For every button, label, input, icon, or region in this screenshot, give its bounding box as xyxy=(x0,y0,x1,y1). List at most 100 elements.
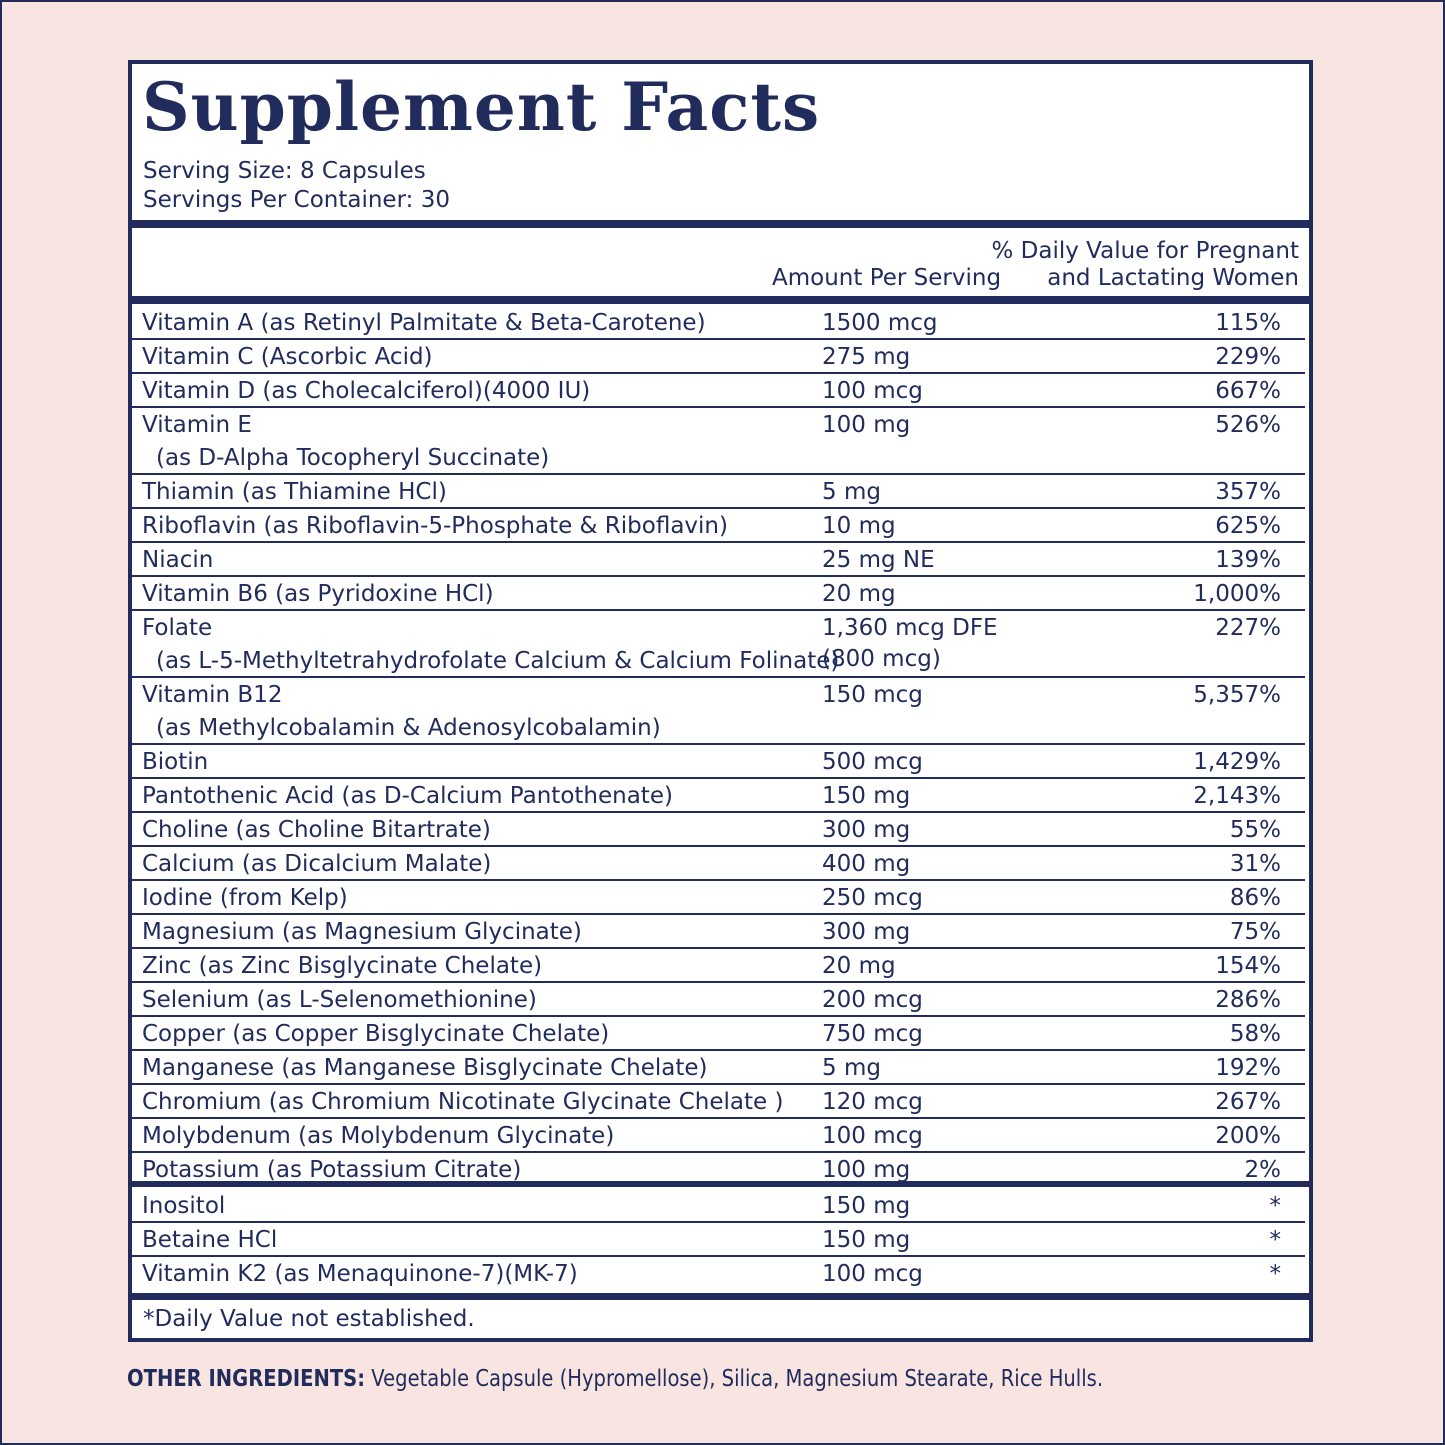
table-row: Vitamin K2 (as Menaquinone-7)(MK-7) 100 m… xyxy=(132,1257,1305,1289)
table-row: Choline (as Choline Bitartrate) 300 mg 55% xyxy=(132,813,1305,847)
amount: 150 mg xyxy=(822,783,911,809)
other-ingredients-text: Vegetable Capsule (Hypromellose), Silica… xyxy=(371,1366,1104,1392)
daily-value: 227% xyxy=(1215,615,1281,641)
table-row: Biotin 500 mcg 1,429% xyxy=(132,745,1305,779)
amount: 750 mcg xyxy=(822,1021,923,1047)
daily-value: 200% xyxy=(1215,1123,1281,1149)
daily-value: 154% xyxy=(1215,953,1281,979)
amount: 150 mcg xyxy=(822,682,923,708)
table-row: Copper (as Copper Bisglycinate Chelate) 7… xyxy=(132,1017,1305,1051)
daily-value: 357% xyxy=(1215,479,1281,505)
daily-value: 55% xyxy=(1229,817,1281,843)
table-row: Vitamin E (as D-Alpha Tocopheryl Succinat… xyxy=(132,408,1305,475)
daily-value: 86% xyxy=(1229,885,1281,911)
other-ingredients: OTHER INGREDIENTS: Vegetable Capsule (Hy… xyxy=(127,1364,1103,1394)
amount: 10 mg xyxy=(822,513,896,539)
nutrient-name: Iodine (from Kelp) xyxy=(142,885,348,911)
table-row: Inositol 150 mg * xyxy=(132,1189,1305,1223)
rule xyxy=(132,1181,1309,1187)
table-row: Selenium (as L-Selenomethionine) 200 mcg 2… xyxy=(132,983,1305,1017)
nutrient-name: Vitamin B12 xyxy=(142,682,283,708)
daily-value: 1,000% xyxy=(1193,581,1281,607)
daily-value: * xyxy=(1269,1193,1282,1219)
amount-header: Amount Per Serving xyxy=(772,265,1002,291)
amount: 1,360 mcg DFE xyxy=(822,615,998,641)
nutrient-name: Vitamin B6 (as Pyridoxine HCl) xyxy=(142,581,494,607)
table-row: Betaine HCl 150 mg * xyxy=(132,1223,1305,1257)
title: Supplement Facts xyxy=(142,68,821,146)
table-row: Molybdenum (as Molybdenum Glycinate) 100 … xyxy=(132,1119,1305,1153)
amount: 100 mg xyxy=(822,412,911,438)
amount: 500 mcg xyxy=(822,749,923,775)
table-row: Magnesium (as Magnesium Glycinate) 300 mg… xyxy=(132,915,1305,949)
nutrient-name: Folate xyxy=(142,615,213,641)
nutrient-name: Selenium (as L-Selenomethionine) xyxy=(142,987,537,1013)
daily-value: 75% xyxy=(1229,919,1281,945)
amount: 100 mcg xyxy=(822,1123,923,1149)
table-row: Iodine (from Kelp) 250 mcg 86% xyxy=(132,881,1305,915)
servings-per-container: Servings Per Container: 30 xyxy=(143,187,450,213)
table-row: Thiamin (as Thiamine HCl) 5 mg 357% xyxy=(132,475,1305,509)
amount: 250 mcg xyxy=(822,885,923,911)
daily-value: 667% xyxy=(1215,378,1281,404)
table-row: Chromium (as Chromium Nicotinate Glycina… xyxy=(132,1085,1305,1119)
nutrient-name: Vitamin K2 (as Menaquinone-7)(MK-7) xyxy=(142,1261,578,1287)
nutrient-name: Zinc (as Zinc Bisglycinate Chelate) xyxy=(142,953,543,979)
amount: 150 mg xyxy=(822,1193,911,1219)
nutrient-name: Pantothenic Acid (as D-Calcium Pantothen… xyxy=(142,783,673,809)
label-box xyxy=(128,60,1313,1342)
table-row: Calcium (as Dicalcium Malate) 400 mg 31% xyxy=(132,847,1305,881)
amount: 100 mcg xyxy=(822,1261,923,1287)
daily-value: 5,357% xyxy=(1193,682,1281,708)
daily-value: 526% xyxy=(1215,412,1281,438)
table-row: Vitamin C (Ascorbic Acid) 275 mg 229% xyxy=(132,340,1305,374)
nutrient-detail: (as L-5-Methyltetrahydrofolate Calcium &… xyxy=(156,648,840,674)
daily-value: 115% xyxy=(1215,310,1281,336)
nutrient-name: Biotin xyxy=(142,749,209,775)
daily-value: 229% xyxy=(1215,344,1281,370)
nutrient-detail: (as D-Alpha Tocopheryl Succinate) xyxy=(156,445,550,471)
daily-value: 139% xyxy=(1215,547,1281,573)
amount: 275 mg xyxy=(822,344,911,370)
serving-size: Serving Size: 8 Capsules xyxy=(143,158,426,184)
nutrient-name: Vitamin A (as Retinyl Palmitate & Beta-C… xyxy=(142,310,706,336)
amount: 300 mg xyxy=(822,817,911,843)
nutrient-name: Manganese (as Manganese Bisglycinate Che… xyxy=(142,1055,708,1081)
nutrient-name: Chromium (as Chromium Nicotinate Glycina… xyxy=(142,1089,784,1115)
nutrient-name: Calcium (as Dicalcium Malate) xyxy=(142,851,492,877)
table-row: Potassium (as Potassium Citrate) 100 mg 2% xyxy=(132,1153,1305,1185)
daily-value: 286% xyxy=(1215,987,1281,1013)
nutrient-name: Molybdenum (as Molybdenum Glycinate) xyxy=(142,1123,615,1149)
amount: 100 mcg xyxy=(822,378,923,404)
amount: 20 mg xyxy=(822,953,896,979)
nutrient-name: Vitamin D (as Cholecalciferol)(4000 IU) xyxy=(142,378,591,404)
nutrient-name: Thiamin (as Thiamine HCl) xyxy=(142,479,447,505)
table-row: Vitamin B12 (as Methylcobalamin & Adenosy… xyxy=(132,678,1305,745)
amount: 400 mg xyxy=(822,851,911,877)
table-row: Zinc (as Zinc Bisglycinate Chelate) 20 mg… xyxy=(132,949,1305,983)
nutrient-name: Vitamin C (Ascorbic Acid) xyxy=(142,344,433,370)
table-row: Vitamin B6 (as Pyridoxine HCl) 20 mg 1,000… xyxy=(132,577,1305,611)
table-row: Riboflavin (as Riboflavin-5-Phosphate & … xyxy=(132,509,1305,543)
nutrient-name: Betaine HCl xyxy=(142,1227,278,1253)
footnote: *Daily Value not established. xyxy=(143,1306,475,1332)
daily-value: 58% xyxy=(1229,1021,1281,1047)
nutrient-name: Copper (as Copper Bisglycinate Chelate) xyxy=(142,1021,610,1047)
nutrient-name: Potassium (as Potassium Citrate) xyxy=(142,1157,522,1183)
nutrient-detail: (as Methylcobalamin & Adenosylcobalamin) xyxy=(156,715,661,741)
dv-header: and Lactating Women xyxy=(1047,265,1299,291)
amount: 150 mg xyxy=(822,1227,911,1253)
nutrient-name: Choline (as Choline Bitartrate) xyxy=(142,817,491,843)
amount: 25 mg NE xyxy=(822,547,935,573)
daily-value: 192% xyxy=(1215,1055,1281,1081)
table-row: Niacin 25 mg NE 139% xyxy=(132,543,1305,577)
daily-value: * xyxy=(1269,1227,1282,1253)
nutrient-name: Niacin xyxy=(142,547,214,573)
table-row: Vitamin D (as Cholecalciferol)(4000 IU) 1… xyxy=(132,374,1305,408)
daily-value: 267% xyxy=(1215,1089,1281,1115)
table-row: Folate (as L-5-Methyltetrahydrofolate Cal… xyxy=(132,611,1305,678)
amount-detail: (800 mcg) xyxy=(822,646,941,672)
amount: 1500 mcg xyxy=(822,310,938,336)
amount: 300 mg xyxy=(822,919,911,945)
rule xyxy=(132,1293,1309,1300)
